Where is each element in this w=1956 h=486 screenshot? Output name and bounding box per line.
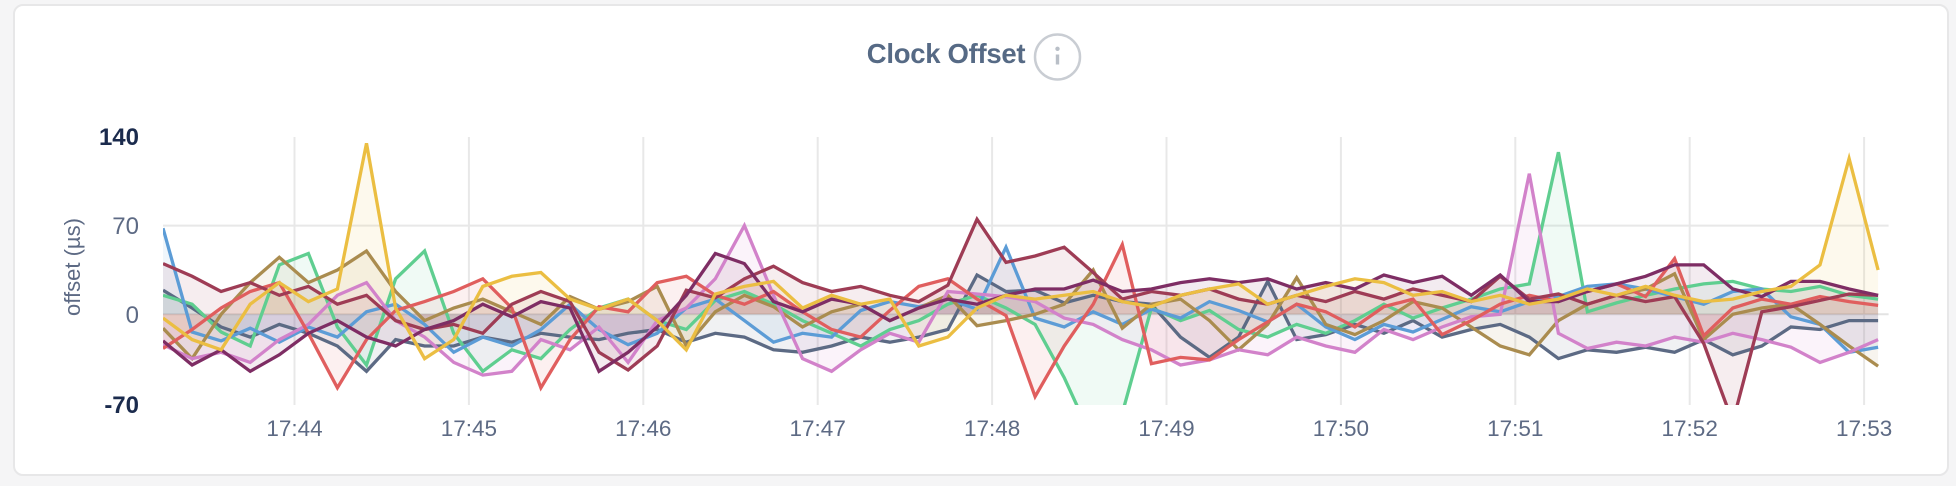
svg-text:17:53: 17:53	[1836, 416, 1892, 441]
svg-text:17:45: 17:45	[441, 416, 497, 441]
svg-text:70: 70	[112, 213, 139, 240]
svg-text:17:44: 17:44	[266, 416, 322, 441]
svg-text:17:49: 17:49	[1138, 416, 1194, 441]
svg-text:17:52: 17:52	[1662, 416, 1718, 441]
svg-text:17:47: 17:47	[790, 416, 846, 441]
svg-text:17:50: 17:50	[1313, 416, 1369, 441]
svg-text:140: 140	[99, 124, 139, 151]
svg-text:17:48: 17:48	[964, 416, 1020, 441]
svg-text:17:51: 17:51	[1487, 416, 1543, 441]
svg-text:0: 0	[126, 302, 139, 329]
svg-text:-70: -70	[104, 392, 139, 419]
svg-text:offset (µs): offset (µs)	[60, 218, 85, 316]
svg-text:17:46: 17:46	[615, 416, 671, 441]
svg-text:Clock Offset: Clock Offset	[867, 38, 1026, 69]
